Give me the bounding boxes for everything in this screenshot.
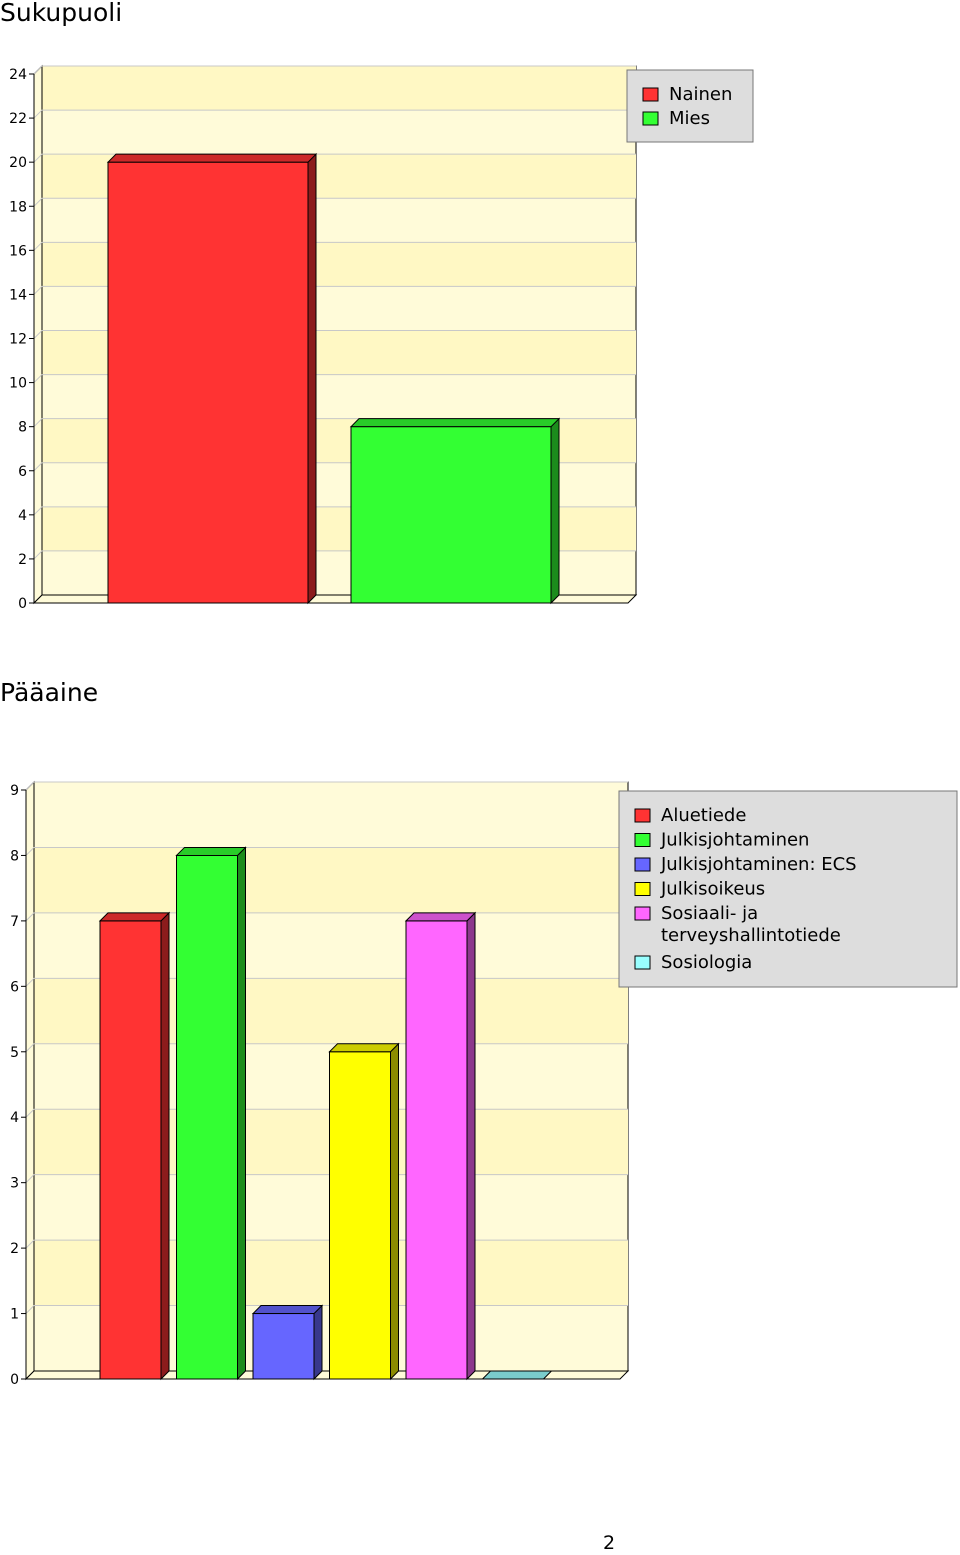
gridline [33, 197, 636, 207]
y-tick-label: 0 [10, 1372, 19, 1388]
y-tick-label: 14 [9, 287, 27, 303]
bar-front [99, 920, 162, 1380]
y-tick-label: 24 [9, 67, 27, 83]
bar-side [160, 911, 170, 1381]
legend-swatch [642, 111, 659, 126]
y-tick-label: 5 [10, 1045, 19, 1061]
y-tick-label: 18 [9, 199, 27, 215]
y-tick-label: 8 [18, 420, 27, 436]
legend: Nainen Mies [626, 69, 754, 143]
bar-julkisjohtaminen-ecs [251, 1304, 324, 1381]
gridline [33, 374, 636, 383]
bar-aluetiede [98, 911, 171, 1381]
bar-front [252, 1313, 315, 1380]
legend-swatch [634, 955, 651, 970]
chart-title-major: Pääaine [0, 678, 99, 707]
major-bar-chart: 0 1 2 3 4 5 6 7 8 9 Aluetiede Julkisjohtaminen Julki… [10, 780, 958, 1388]
bar-side [466, 911, 476, 1381]
y-tick-label: 3 [10, 1176, 19, 1192]
page-number: 2 [603, 1532, 616, 1554]
bar-top [328, 1043, 400, 1053]
chart-title-gender: Sukupuoli [0, 0, 123, 27]
y-tick-label: 8 [10, 848, 19, 864]
bar-front [107, 161, 309, 604]
gridline [25, 846, 628, 856]
bar-top [175, 846, 247, 856]
legend-label: Julkisoikeus [660, 879, 765, 900]
y-tick-label: 16 [9, 243, 27, 259]
bar-front [350, 426, 552, 604]
legend-swatch [634, 906, 651, 921]
legend-label: Sosiologia [661, 952, 752, 973]
legend-box [626, 69, 754, 143]
bar-julkisoikeus [328, 1042, 400, 1381]
bar-side [550, 417, 560, 605]
bar-sosiologia [481, 1370, 553, 1380]
bar-julkisjohtaminen [175, 846, 247, 1381]
legend-label: Julkisjohtaminen [660, 830, 809, 851]
gridline [33, 109, 636, 119]
gridline [25, 781, 628, 791]
y-tick-label: 2 [18, 552, 27, 568]
legend-box [618, 790, 958, 988]
bar-top [481, 1370, 553, 1380]
legend-swatch [634, 808, 651, 823]
bar-top [404, 912, 477, 922]
bar-front [405, 920, 468, 1380]
bar-top [98, 912, 171, 922]
bar-front [176, 854, 238, 1380]
gridline [33, 285, 636, 295]
plot-band [34, 847, 628, 913]
bar-top [106, 153, 318, 163]
legend-swatch [634, 882, 651, 896]
plot-band [42, 66, 636, 111]
gridline [33, 241, 636, 251]
y-tick-label: 9 [10, 783, 19, 799]
bar-mies [349, 417, 561, 605]
y-tick-label: 20 [9, 155, 27, 171]
y-tick-label: 22 [9, 111, 27, 127]
y-tick-label: 7 [10, 914, 19, 930]
bar-side [237, 846, 246, 1381]
legend-label: Aluetiede [661, 805, 746, 826]
legend-label: Julkisjohtaminen: ECS [660, 854, 857, 875]
plot-side-wall [25, 780, 35, 1381]
y-tick-label: 4 [18, 508, 27, 524]
y-tick-label: 10 [9, 376, 27, 392]
gridline [33, 65, 636, 75]
bar-side [307, 152, 317, 605]
legend-label: terveyshallintotiede [661, 925, 841, 946]
legend-swatch [634, 857, 651, 872]
bar-top [251, 1305, 324, 1315]
bar-nainen [106, 152, 318, 605]
gridline [33, 330, 636, 339]
gridline [33, 153, 636, 163]
y-tick-label: 0 [18, 596, 27, 612]
y-tick-label: 12 [9, 332, 27, 348]
legend-label: Sosiaali- ja [661, 903, 758, 924]
y-tick-label: 6 [18, 464, 27, 480]
bar-side [313, 1304, 323, 1381]
bar-side [390, 1042, 399, 1381]
bar-front [329, 1051, 391, 1380]
legend: Aluetiede Julkisjohtaminen Julkisjohtamine… [618, 790, 958, 988]
legend-label: Nainen [669, 84, 732, 105]
bar-top [349, 418, 561, 428]
bar-sosiaali-ja-terveyshallintotiede [404, 911, 477, 1381]
y-tick-label: 2 [10, 1241, 19, 1257]
legend-swatch [634, 833, 651, 847]
y-tick-label: 1 [10, 1307, 19, 1323]
y-tick-label: 6 [10, 979, 19, 995]
legend-swatch [642, 87, 659, 102]
legend-label: Mies [669, 108, 710, 129]
y-tick-label: 4 [10, 1110, 19, 1126]
